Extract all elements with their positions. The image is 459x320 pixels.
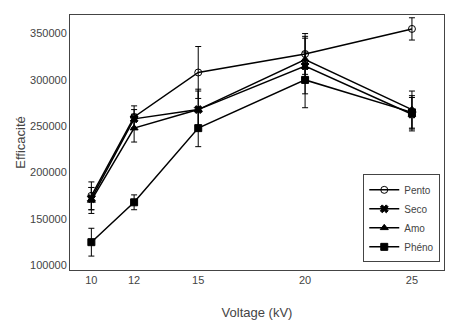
- svg-text:200000: 200000: [30, 166, 67, 178]
- svg-text:250000: 250000: [30, 120, 67, 132]
- svg-text:150000: 150000: [30, 213, 67, 225]
- svg-text:100000: 100000: [30, 259, 67, 271]
- svg-text:300000: 300000: [30, 74, 67, 86]
- svg-text:25: 25: [406, 274, 418, 286]
- svg-text:350000: 350000: [30, 27, 67, 39]
- svg-text:10: 10: [85, 274, 97, 286]
- svg-text:Pento: Pento: [404, 185, 431, 196]
- svg-text:Amo: Amo: [404, 223, 425, 234]
- svg-text:Efficacité: Efficacité: [13, 116, 28, 169]
- svg-text:Voltage (kV): Voltage (kV): [222, 305, 293, 320]
- svg-text:Seco: Seco: [404, 204, 427, 215]
- svg-text:12: 12: [128, 274, 140, 286]
- svg-text:20: 20: [299, 274, 311, 286]
- svg-text:15: 15: [192, 274, 204, 286]
- svg-text:Phéno: Phéno: [404, 242, 433, 253]
